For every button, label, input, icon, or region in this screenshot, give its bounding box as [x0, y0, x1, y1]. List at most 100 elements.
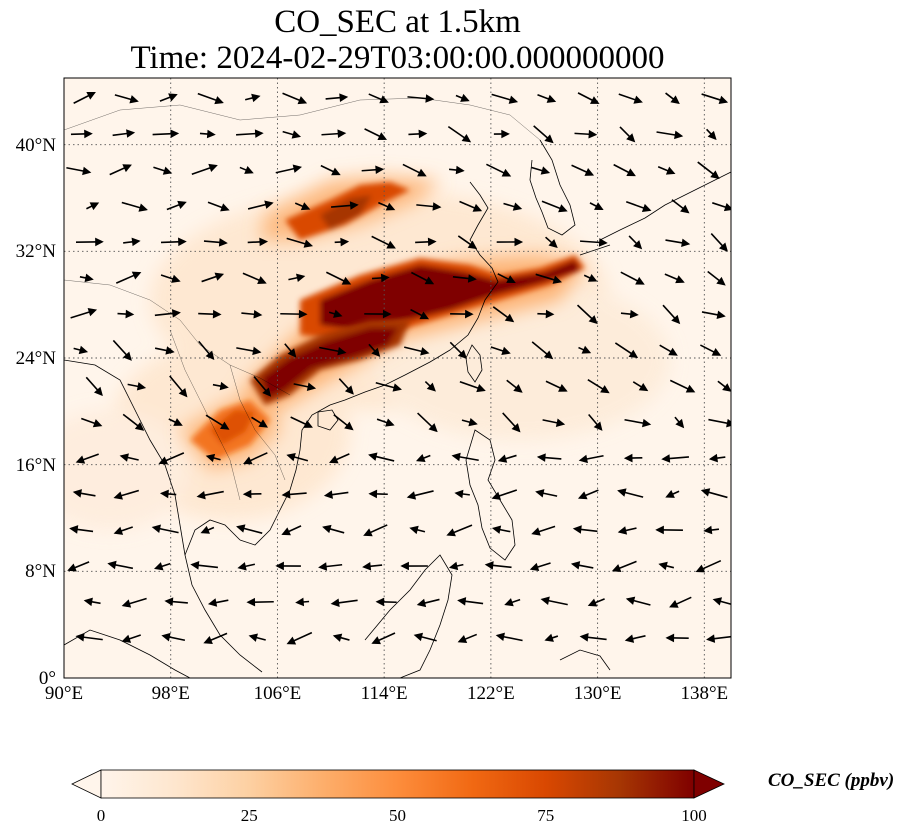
wind-arrow-head: [633, 240, 643, 250]
wind-arrow-head: [237, 562, 247, 571]
wind-arrow-head: [332, 633, 343, 642]
wind-arrow-head: [258, 419, 268, 428]
wind-arrow-head: [400, 561, 409, 571]
wind-arrow-head: [131, 237, 141, 247]
wind-arrow-head: [611, 564, 622, 573]
wind-arrow-head: [259, 237, 269, 247]
wind-arrow-head: [598, 238, 608, 247]
longitude-tick-label: 130°E: [573, 683, 622, 704]
plume-indochina: [190, 400, 270, 460]
wind-arrow-head: [624, 634, 635, 643]
wind-arrow-head: [572, 525, 582, 534]
wind-arrow-head: [681, 238, 691, 248]
figure-subtitle-time: Time: 2024-02-29T03:00:00.000000000: [130, 40, 665, 76]
wind-arrow-head: [628, 349, 639, 359]
wind-arrow-head: [151, 524, 161, 533]
wind-arrow-head: [722, 383, 731, 392]
figure-title: CO_SEC at 1.5km: [274, 4, 521, 40]
wind-arrow-head: [670, 95, 680, 105]
latitude-tick-label: 24°N: [15, 348, 56, 369]
wind-arrow-head: [159, 489, 169, 499]
wind-arrow-head: [385, 418, 395, 427]
wind-arrow-head: [617, 488, 627, 497]
map-plot: [63, 77, 732, 679]
wind-arrow-head: [113, 526, 124, 535]
wind-arrow-head: [448, 561, 459, 571]
wind-arrow-head: [425, 94, 435, 103]
wind-arrow-head: [84, 129, 93, 139]
wind-arrow-head: [371, 347, 381, 358]
wind-arrow-head: [552, 275, 563, 284]
wind-arrow-head: [570, 561, 581, 570]
wind-arrow-head: [333, 309, 343, 318]
wind-arrow-head: [545, 309, 555, 319]
longitude-tick-label: 114°E: [360, 683, 408, 704]
wind-arrow-head: [392, 383, 402, 392]
wind-arrow-head: [426, 382, 436, 392]
wind-arrow-head: [207, 598, 218, 607]
wind-arrow-head: [508, 95, 519, 104]
colorbar-tick-label: 75: [537, 806, 555, 825]
colorbar-tick-label: 0: [96, 806, 106, 825]
wind-arrow-head: [329, 455, 339, 464]
wind-arrow-head: [262, 387, 272, 397]
wind-arrow-head: [718, 95, 729, 104]
wind-arrow-head: [467, 274, 477, 283]
wind-arrow-head: [136, 382, 147, 391]
colorbar-tick-label: 100: [681, 806, 707, 825]
wind-arrow-head: [190, 561, 200, 570]
wind-arrow-head: [122, 164, 132, 173]
wind-arrow-head: [368, 452, 378, 461]
wind-arrow-head: [587, 273, 598, 282]
wind-arrow-head: [454, 489, 464, 499]
wind-arrow-head: [642, 418, 652, 428]
colorbar: [71, 769, 725, 799]
wind-arrow-head: [658, 561, 668, 571]
wind-arrow-head: [706, 634, 716, 643]
wind-arrow-head: [205, 350, 215, 360]
wind-arrow-head: [214, 96, 224, 105]
wind-arrow-head: [419, 311, 430, 320]
wind-arrow-head: [416, 453, 426, 463]
wind-arrow-head: [428, 423, 438, 433]
wind-arrow-head: [540, 166, 551, 175]
wind-arrow-head: [531, 527, 541, 536]
latitude-tick-label: 16°N: [15, 454, 56, 476]
wind-arrow-head: [82, 166, 92, 176]
longitude-tick-label: 98°E: [151, 683, 190, 704]
wind-arrow-head: [92, 419, 103, 428]
wind-arrow-head: [218, 238, 228, 247]
wind-arrow-head: [540, 596, 550, 605]
wind-arrow-head: [455, 165, 465, 175]
wind-arrow-head: [253, 309, 263, 319]
wind-arrow-head: [588, 129, 598, 139]
wind-arrow-head: [546, 94, 557, 103]
wind-arrow-head: [626, 168, 636, 177]
wind-arrow-head: [386, 240, 396, 249]
wind-arrow-head: [669, 599, 679, 608]
wind-arrow-head: [665, 490, 675, 498]
wind-arrow-head: [427, 237, 437, 247]
wind-arrow-head: [212, 309, 222, 319]
wind-arrow-head: [577, 491, 588, 500]
wind-arrow-head: [257, 276, 267, 285]
longitude-tick-label: 122°E: [467, 683, 515, 704]
wind-arrow-head: [626, 133, 636, 143]
latitude-tick-label: 40°N: [15, 134, 56, 156]
wind-arrow-head: [161, 632, 171, 642]
wind-arrow-head: [75, 632, 85, 642]
wind-arrow-head: [220, 203, 230, 212]
wind-arrow-head: [375, 165, 385, 175]
wind-arrow-head: [208, 163, 218, 173]
wind-arrow-head: [584, 168, 595, 176]
wind-arrow-head: [675, 275, 685, 284]
wind-arrow-head: [281, 490, 291, 499]
wind-vectors: [66, 91, 731, 645]
wind-arrow-head: [514, 237, 524, 247]
wind-arrow-head: [417, 168, 427, 177]
wind-arrow-head: [291, 130, 302, 139]
wind-arrow-head: [555, 418, 566, 427]
wind-arrow-head: [83, 597, 93, 607]
wind-arrow-head: [344, 421, 354, 431]
wind-arrow-head: [154, 562, 164, 571]
